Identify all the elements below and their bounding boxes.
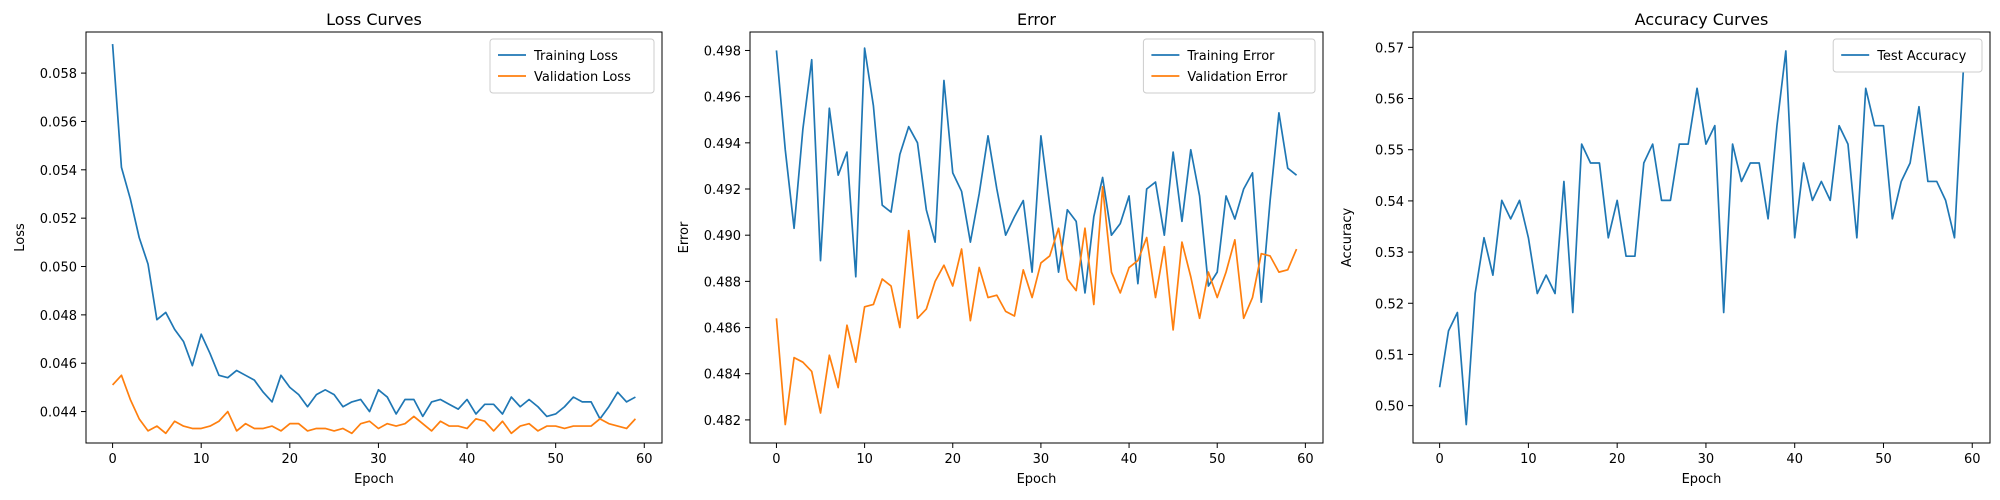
y-tick-label: 0.056	[40, 115, 77, 130]
x-tick-label: 50	[547, 452, 564, 467]
x-tick-label: 20	[1609, 452, 1626, 467]
x-tick-label: 10	[1520, 452, 1537, 467]
legend-box	[489, 38, 655, 94]
plot-frame	[85, 31, 663, 444]
legend: Training Error Validation Error	[1142, 38, 1316, 94]
y-tick-label: 0.052	[40, 212, 77, 227]
y-tick-label: 0.492	[704, 183, 741, 198]
x-tick-label: 0	[108, 452, 116, 467]
y-axis-label: Loss	[13, 223, 28, 252]
y-tick-label: 0.56	[1375, 93, 1404, 108]
x-tick-label: 40	[459, 452, 476, 467]
legend: Training Loss Validation Loss	[489, 38, 655, 94]
x-tick-label: 50	[1875, 452, 1892, 467]
y-tick-label: 0.498	[704, 44, 741, 59]
y-tick-label: 0.490	[704, 229, 741, 244]
loss-curves-chart: 0 10 20 30 40 50 60 0.044 0.046 0.048 0.050 0.052 0.…	[13, 10, 663, 487]
y-tick-label: 0.55	[1375, 144, 1404, 159]
chart-title: Error	[1017, 10, 1056, 29]
validation-loss-legend-label: Validation Loss	[534, 70, 631, 85]
y-tick-label: 0.52	[1375, 297, 1404, 312]
x-axis-label: Epoch	[1017, 472, 1057, 487]
y-tick-label: 0.482	[704, 414, 741, 429]
x-axis-label: Epoch	[354, 472, 394, 487]
legend-box	[1832, 38, 1983, 73]
x-tick-label: 40	[1786, 452, 1803, 467]
y-tick-label: 0.50	[1375, 400, 1404, 415]
y-tick-label: 0.486	[704, 322, 741, 337]
validation-loss-line	[111, 374, 637, 435]
chart-title: Accuracy Curves	[1635, 10, 1769, 29]
x-axis-label: Epoch	[1682, 472, 1722, 487]
x-tick-label: 60	[1297, 452, 1314, 467]
y-tick-label: 0.046	[40, 357, 77, 372]
plot-frame	[749, 31, 1324, 444]
x-tick-label: 10	[193, 452, 210, 467]
y-tick-label: 0.048	[40, 309, 77, 324]
y-tick-label: 0.044	[40, 406, 77, 421]
x-tick-label: 50	[1209, 452, 1226, 467]
x-tick-label: 60	[636, 452, 653, 467]
y-tick-label: 0.050	[40, 261, 77, 276]
y-tick-label: 0.054	[40, 164, 77, 179]
x-tick-label: 30	[1033, 452, 1050, 467]
validation-error-legend-label: Validation Error	[1187, 70, 1288, 85]
y-tick-label: 0.53	[1375, 246, 1404, 261]
error-chart: 0 10 20 30 40 50 60 0.482 0.484 0.486 0.488 0.490 0.…	[677, 10, 1324, 487]
plot-frame	[1412, 31, 1991, 444]
y-tick-label: 0.058	[40, 67, 77, 82]
x-tick-label: 10	[856, 452, 873, 467]
chart-title: Loss Curves	[326, 10, 422, 29]
x-tick-label: 30	[1698, 452, 1715, 467]
training-error-legend-label: Training Error	[1186, 49, 1275, 64]
y-axis-label: Error	[677, 221, 692, 253]
y-tick-label: 0.496	[704, 91, 741, 106]
x-tick-label: 60	[1964, 452, 1981, 467]
x-tick-label: 40	[1121, 452, 1138, 467]
y-tick-label: 0.488	[704, 275, 741, 290]
y-tick-label: 0.57	[1375, 41, 1404, 56]
legend-box	[1142, 38, 1316, 94]
test-accuracy-legend-label: Test Accuracy	[1876, 49, 1966, 64]
training-loss-legend-label: Training Loss	[533, 49, 618, 64]
test-accuracy-line	[1438, 50, 1965, 426]
accuracy-curves-chart: 0 10 20 30 40 50 60 0.50 0.51 0.52 0.53 0.54 0.55 0.5…	[1340, 10, 1991, 487]
x-tick-label: 0	[772, 452, 780, 467]
y-tick-label: 0.51	[1375, 348, 1404, 363]
y-tick-label: 0.484	[704, 368, 741, 383]
validation-error-line	[775, 185, 1298, 426]
x-tick-label: 20	[282, 452, 299, 467]
y-tick-label: 0.54	[1375, 195, 1404, 210]
y-axis-label: Accuracy	[1340, 208, 1355, 268]
training-loss-line	[111, 44, 636, 420]
x-tick-label: 30	[370, 452, 387, 467]
y-tick-label: 0.494	[704, 137, 741, 152]
training-error-line	[775, 47, 1298, 303]
legend: Test Accuracy	[1832, 38, 1983, 73]
x-tick-label: 0	[1435, 452, 1443, 467]
x-tick-label: 20	[944, 452, 961, 467]
